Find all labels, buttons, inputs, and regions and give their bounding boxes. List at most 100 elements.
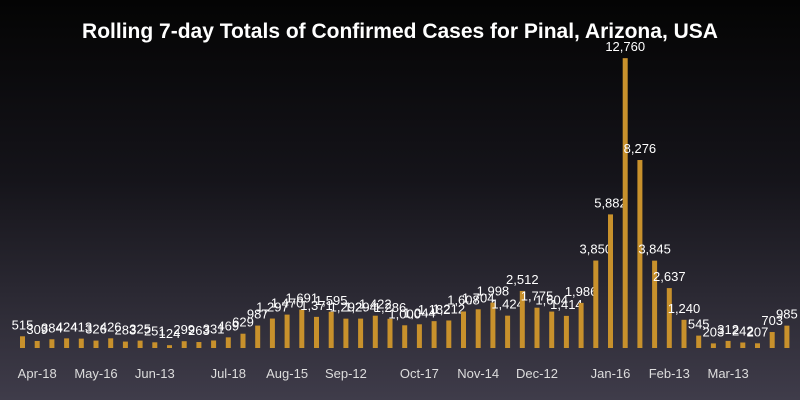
bar bbox=[225, 337, 231, 348]
bar bbox=[49, 339, 55, 348]
bar bbox=[740, 342, 746, 348]
bar-value-label: 1,371 bbox=[300, 298, 333, 313]
bar-value-label: 413 bbox=[70, 320, 92, 335]
bar-value-label: 384 bbox=[41, 320, 63, 335]
bar bbox=[446, 320, 452, 348]
x-tick-label: Jul-18 bbox=[211, 366, 246, 381]
bar-value-label: 299 bbox=[173, 322, 195, 337]
bar bbox=[402, 325, 408, 348]
bar bbox=[299, 309, 305, 348]
bar-value-label: 1,297 bbox=[256, 300, 289, 315]
bar bbox=[534, 307, 540, 348]
bar bbox=[519, 290, 525, 348]
bar bbox=[593, 260, 599, 348]
bar bbox=[255, 325, 261, 348]
bar bbox=[181, 341, 187, 348]
bar bbox=[328, 311, 334, 348]
bar-value-label: 283 bbox=[115, 323, 137, 338]
bar-value-label: 629 bbox=[232, 315, 254, 330]
bar-value-label: 1,775 bbox=[521, 289, 554, 304]
bar bbox=[137, 340, 143, 348]
bar bbox=[549, 311, 555, 348]
bar-value-label: 325 bbox=[129, 322, 151, 337]
bar bbox=[269, 318, 275, 348]
bar-value-label: 331 bbox=[203, 321, 225, 336]
x-tick-label: Aug-15 bbox=[266, 366, 308, 381]
bar bbox=[34, 340, 40, 348]
bar-value-label: 1,704 bbox=[462, 290, 495, 305]
bar-value-label: 1,691 bbox=[286, 291, 319, 306]
bar-value-label: 309 bbox=[26, 322, 48, 337]
bar-value-label: 1,986 bbox=[565, 284, 598, 299]
bar-value-label: 1,595 bbox=[315, 293, 348, 308]
bar bbox=[652, 260, 658, 348]
bar bbox=[710, 343, 716, 348]
bar bbox=[696, 335, 702, 348]
bar bbox=[93, 340, 99, 348]
bar-value-label: 1,044 bbox=[403, 305, 436, 320]
bar-value-label: 545 bbox=[688, 317, 710, 332]
bar-value-label: 1,424 bbox=[491, 297, 524, 312]
bar-value-label: 242 bbox=[732, 324, 754, 339]
bar-value-label: 207 bbox=[747, 324, 769, 339]
bar bbox=[416, 324, 422, 348]
bar bbox=[122, 341, 128, 348]
bar bbox=[755, 343, 760, 348]
x-tick-label: Sep-12 bbox=[325, 366, 367, 381]
bar-value-label: 3,845 bbox=[638, 242, 671, 257]
bar-value-label: 426 bbox=[100, 319, 122, 334]
bar-value-label: 703 bbox=[761, 313, 783, 328]
bar-value-label: 251 bbox=[144, 323, 166, 338]
bar bbox=[358, 318, 364, 348]
bar-value-label: 124 bbox=[159, 326, 181, 341]
bar-value-label: 1,182 bbox=[418, 302, 451, 317]
bar bbox=[152, 342, 158, 348]
x-tick-label: Oct-17 bbox=[400, 366, 439, 381]
bar bbox=[608, 214, 613, 348]
bar-value-label: 1,240 bbox=[668, 301, 701, 316]
chart-title: Rolling 7-day Totals of Confirmed Cases … bbox=[82, 20, 718, 43]
bar bbox=[240, 333, 246, 348]
bar bbox=[64, 338, 70, 348]
bar-value-label: 469 bbox=[217, 318, 239, 333]
bar-value-label: 5,882 bbox=[594, 195, 627, 210]
bar bbox=[167, 345, 172, 348]
bar bbox=[505, 315, 511, 348]
bar-value-label: 1,212 bbox=[433, 301, 466, 316]
bar bbox=[784, 325, 790, 348]
bar bbox=[725, 340, 731, 348]
bar bbox=[387, 318, 393, 348]
bar bbox=[196, 342, 202, 348]
bar bbox=[20, 336, 25, 348]
bar bbox=[622, 58, 628, 349]
bar bbox=[769, 332, 775, 348]
bar-value-label: 3,850 bbox=[580, 242, 613, 257]
bar bbox=[490, 302, 496, 348]
bar bbox=[431, 321, 437, 348]
bar-value-label: 1,998 bbox=[477, 284, 510, 299]
bar-value-label: 1,294 bbox=[344, 300, 377, 315]
bar-value-label: 1,292 bbox=[330, 300, 363, 315]
bar-value-label: 424 bbox=[56, 319, 78, 334]
bar-value-label: 312 bbox=[717, 322, 739, 337]
bar bbox=[681, 319, 687, 348]
bar-value-label: 1,604 bbox=[535, 293, 568, 308]
bar-value-label: 1,000 bbox=[388, 306, 421, 321]
bar bbox=[578, 302, 584, 348]
bar-value-label: 1,286 bbox=[374, 300, 407, 315]
bar bbox=[563, 315, 569, 348]
bar bbox=[211, 340, 217, 348]
bar-value-label: 1,470 bbox=[271, 296, 304, 311]
bar-value-label: 1,608 bbox=[447, 292, 480, 307]
bar bbox=[461, 311, 466, 348]
bar bbox=[314, 316, 319, 348]
bar-value-label: 515 bbox=[12, 317, 34, 332]
bar bbox=[108, 338, 114, 348]
bar-value-label: 987 bbox=[247, 307, 269, 322]
x-tick-label: May-16 bbox=[74, 366, 117, 381]
bar bbox=[475, 309, 481, 348]
x-tick-label: Jan-16 bbox=[591, 366, 631, 381]
x-tick-label: Feb-13 bbox=[649, 366, 690, 381]
bar bbox=[78, 338, 84, 348]
